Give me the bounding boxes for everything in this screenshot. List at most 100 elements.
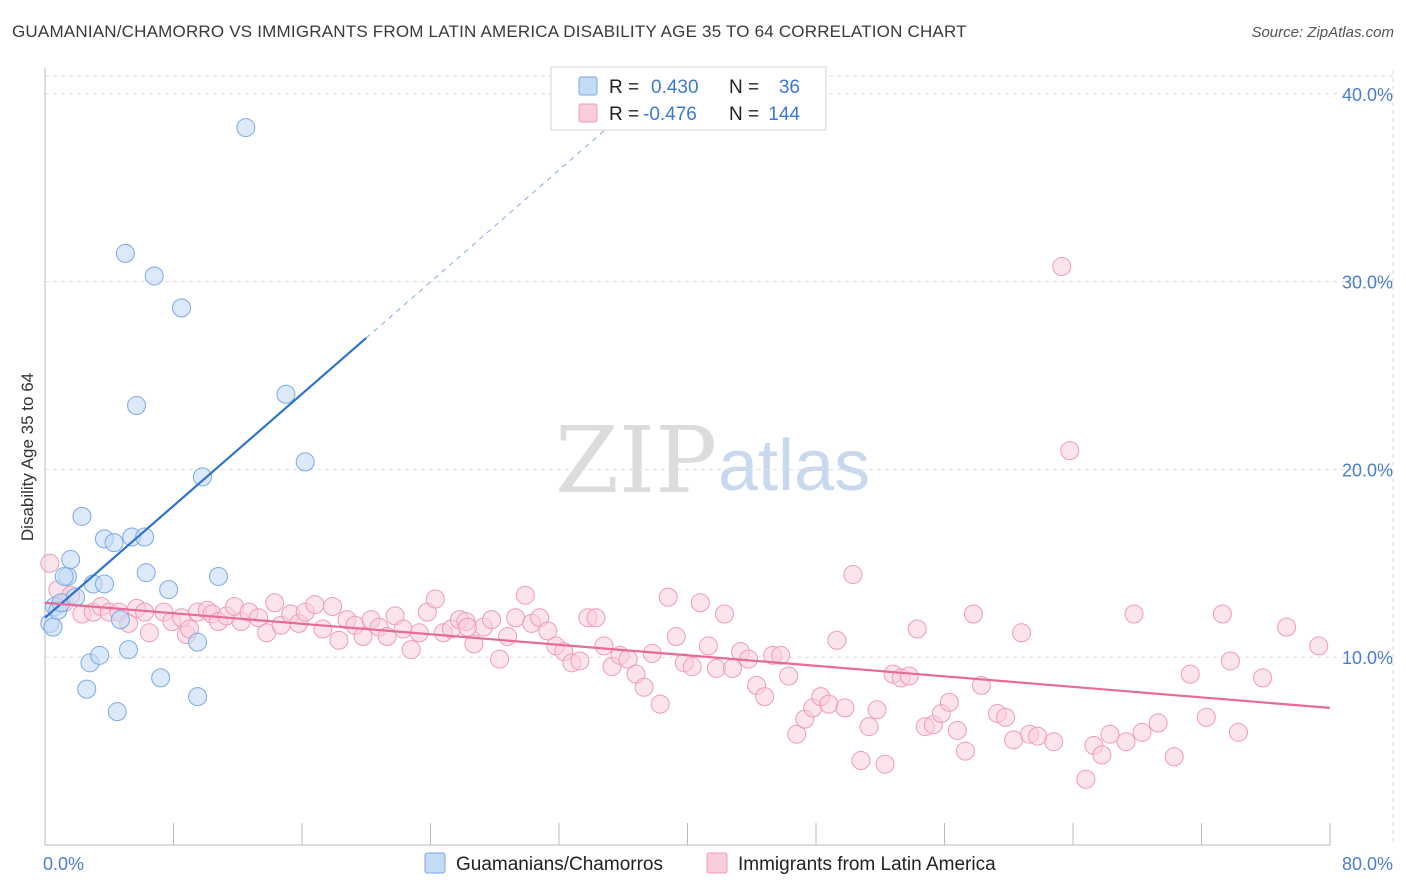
latin-america-point xyxy=(1092,745,1112,765)
guamanian-point xyxy=(77,679,97,699)
latin-america-point xyxy=(947,720,967,740)
latin-america-point xyxy=(594,636,614,656)
latin-america-point xyxy=(1220,651,1240,671)
legend-n-value-2: 144 xyxy=(768,104,800,125)
legend-r-label-2: R = xyxy=(609,104,639,125)
latin-america-point xyxy=(1116,732,1136,752)
latin-america-point xyxy=(464,634,484,654)
guamanian-trend-extension xyxy=(365,127,608,339)
guamanian-point xyxy=(188,687,208,707)
guamanian-point xyxy=(144,266,164,286)
y-tick-label-40: 40.0% xyxy=(1342,85,1393,105)
guamanian-point xyxy=(151,668,171,688)
latin-america-point xyxy=(538,621,558,641)
latin-america-point xyxy=(393,619,413,639)
x-tick-labels: 0.0% 80.0% xyxy=(43,854,1393,874)
latin-america-point xyxy=(1212,604,1232,624)
latin-america-point xyxy=(843,565,863,585)
correlation-legend: R = 0.430 N = 36 R = -0.476 N = 144 xyxy=(550,66,827,131)
bottom-legend-swatch-blue xyxy=(424,852,446,874)
latin-america-point xyxy=(1309,636,1329,656)
bottom-legend-swatch-pink xyxy=(706,852,728,874)
bottom-legend-label-latin-america: Immigrants from Latin America xyxy=(738,854,996,875)
latin-america-point xyxy=(1028,726,1048,746)
latin-america-point xyxy=(353,627,373,647)
series-legend: Guamanians/Chamorros Immigrants from Lat… xyxy=(424,852,996,875)
guamanian-point xyxy=(127,396,147,416)
guamanian-point xyxy=(54,566,74,586)
latin-america-point xyxy=(1164,747,1184,767)
latin-america-point xyxy=(586,608,606,628)
latin-america-point xyxy=(963,604,983,624)
latin-america-point xyxy=(666,627,686,647)
watermark-atlas: atlas xyxy=(718,426,870,506)
latin-america-point xyxy=(1044,732,1064,752)
latin-america-point xyxy=(425,589,445,609)
guamanian-point xyxy=(94,574,114,594)
y-tick-label-10: 10.0% xyxy=(1342,648,1393,668)
latin-america-point xyxy=(313,619,333,639)
latin-america-point xyxy=(875,754,895,774)
guamanian-point xyxy=(135,527,155,547)
legend-r-label-1: R = xyxy=(609,77,639,98)
latin-america-point xyxy=(1132,722,1152,742)
latin-america-point xyxy=(457,617,477,637)
watermark: ZIP atlas xyxy=(555,407,870,514)
y-axis-label: Disability Age 35 to 64 xyxy=(18,373,37,541)
latin-america-point xyxy=(139,623,159,643)
guamanian-point xyxy=(43,617,63,637)
guamanian-point xyxy=(276,384,296,404)
trend-lines xyxy=(44,127,1331,709)
latin-america-point xyxy=(722,658,742,678)
legend-swatch-blue xyxy=(578,76,598,96)
source-label: Source: ZipAtlas.com xyxy=(1251,24,1394,41)
latin-america-point xyxy=(1100,724,1120,744)
latin-america-point xyxy=(265,593,285,613)
latin-america-point xyxy=(1060,441,1080,461)
axes xyxy=(44,68,1331,846)
guamanian-point xyxy=(136,563,156,583)
guamanian-point xyxy=(72,506,92,526)
latin-america-point xyxy=(714,604,734,624)
latin-america-point xyxy=(249,608,269,628)
latin-america-point xyxy=(859,717,879,737)
latin-america-point xyxy=(305,595,325,615)
guamanian-point xyxy=(208,566,228,586)
guamanian-point xyxy=(188,632,208,652)
latin-america-point xyxy=(819,694,839,714)
x-tick-label-min: 0.0% xyxy=(43,854,84,874)
latin-america-point xyxy=(1124,604,1144,624)
latin-america-point xyxy=(899,666,919,686)
latin-america-point xyxy=(482,610,502,630)
guamanian-point xyxy=(192,467,212,487)
series-latin-america-points xyxy=(40,257,1329,789)
latin-america-point xyxy=(1052,257,1072,277)
y-tick-label-30: 30.0% xyxy=(1342,273,1393,293)
legend-n-label-2: N = xyxy=(729,104,759,125)
latin-america-point xyxy=(658,587,678,607)
latin-america-point xyxy=(690,593,710,613)
latin-america-point xyxy=(867,700,887,720)
bottom-legend-label-guamanians: Guamanians/Chamorros xyxy=(456,854,663,875)
latin-america-point xyxy=(907,619,927,639)
latin-america-trend-line xyxy=(44,601,1331,709)
latin-america-point xyxy=(634,677,654,697)
guamanian-point xyxy=(295,452,315,472)
latin-america-point xyxy=(329,630,349,650)
latin-america-point xyxy=(1148,713,1168,733)
latin-america-point xyxy=(506,608,526,628)
guamanian-trend-line xyxy=(44,337,367,619)
latin-america-point xyxy=(1076,769,1096,789)
latin-america-point xyxy=(498,627,518,647)
guamanian-point xyxy=(104,533,124,553)
legend-r-value-1: 0.430 xyxy=(651,77,699,98)
legend-n-label-1: N = xyxy=(729,77,759,98)
latin-america-point xyxy=(851,750,871,770)
legend-n-value-1: 36 xyxy=(779,77,800,98)
latin-america-point xyxy=(835,698,855,718)
guamanian-point xyxy=(107,702,127,722)
latin-america-point xyxy=(971,675,991,695)
latin-america-point xyxy=(771,645,791,665)
latin-america-point xyxy=(1228,722,1248,742)
latin-america-point xyxy=(939,692,959,712)
